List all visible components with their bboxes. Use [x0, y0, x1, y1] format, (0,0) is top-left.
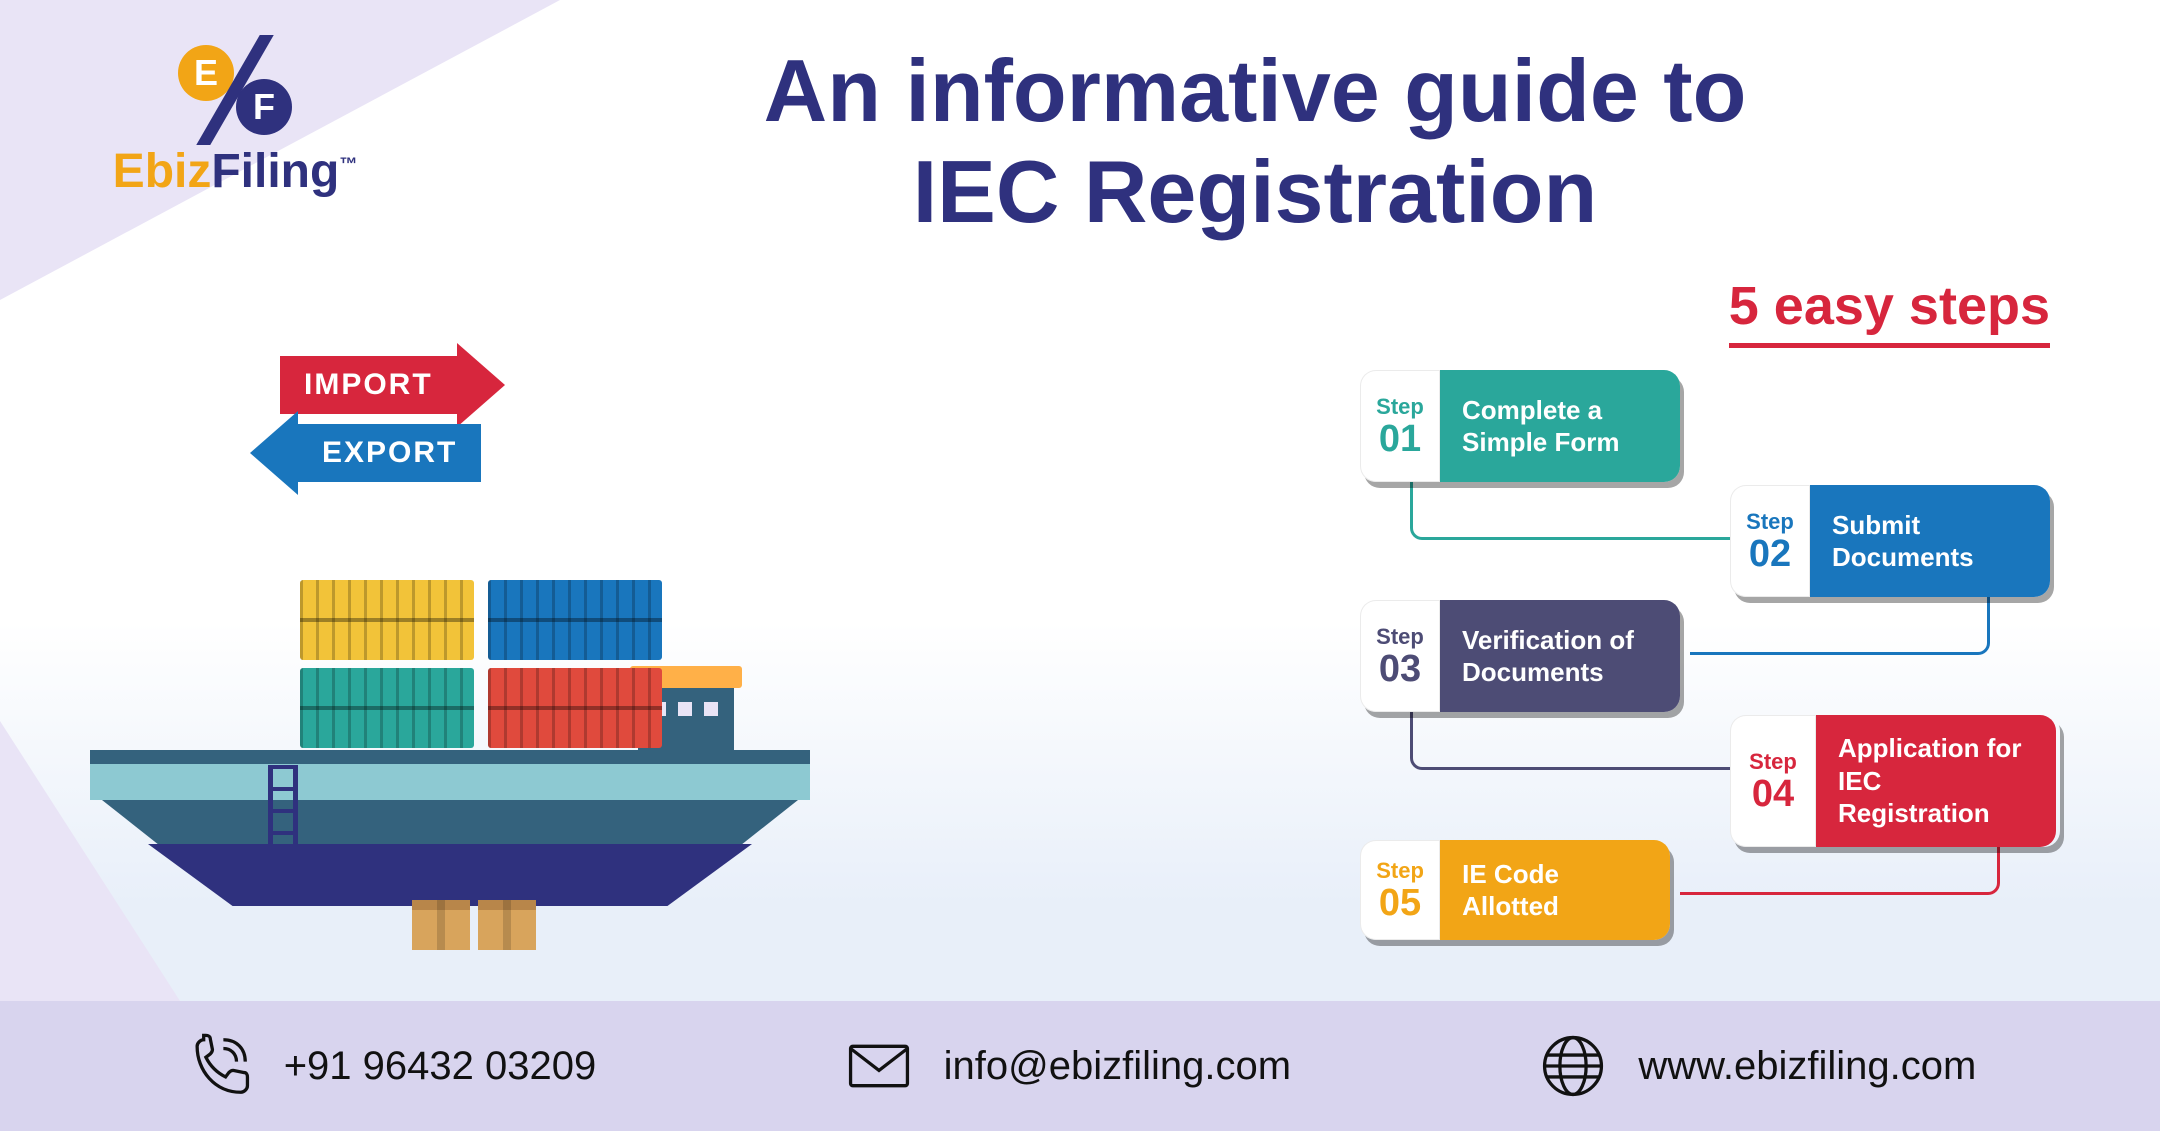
footer-web-text: www.ebizfiling.com [1638, 1044, 1976, 1089]
footer-web: www.ebizfiling.com [1538, 1031, 1976, 1101]
step-card-01: Step01Complete a Simple Form [1360, 370, 1680, 482]
phone-icon [184, 1031, 254, 1101]
step-tag: Step05 [1360, 840, 1440, 940]
step-tag-number: 01 [1379, 420, 1421, 458]
import-export-arrows: IMPORT EXPORT [280, 356, 505, 492]
export-label: EXPORT [298, 424, 481, 482]
ship-containers [300, 580, 662, 748]
step-tag-number: 04 [1752, 775, 1794, 813]
step-text: IE Code Allotted [1440, 840, 1670, 940]
step-text: Complete a Simple Form [1440, 370, 1680, 482]
step-tag-label: Step [1746, 509, 1794, 535]
container-stack-right [488, 580, 662, 748]
ship-band1 [90, 764, 810, 800]
cargo-box-icon [412, 900, 470, 950]
step-tag-label: Step [1376, 858, 1424, 884]
title-line2: IEC Registration [430, 141, 2080, 242]
step-tag-label: Step [1749, 749, 1797, 775]
logo-text: EbizFiling™ [85, 144, 385, 199]
logo-f-circle: F [236, 79, 292, 135]
import-arrow-head [457, 343, 505, 427]
step-connector [1410, 712, 1730, 770]
footer: +91 96432 03209 info@ebizfiling.com www.… [0, 1001, 2160, 1131]
ship-illustration [90, 540, 810, 940]
steps-heading: 5 easy steps [1729, 275, 2050, 348]
steps-flow: Step01Complete a Simple FormStep02Submit… [1350, 370, 2070, 950]
step-connector [1680, 847, 2000, 895]
import-label: IMPORT [280, 356, 457, 414]
ship-window-icon [678, 702, 692, 716]
container-icon [300, 580, 474, 660]
container-icon [488, 668, 662, 748]
logo-mark: E F [85, 40, 385, 140]
step-tag-number: 03 [1379, 650, 1421, 688]
export-arrow-head [250, 411, 298, 495]
step-text: Application for IEC Registration [1816, 715, 2056, 847]
ship-window-icon [704, 702, 718, 716]
globe-icon [1538, 1031, 1608, 1101]
import-arrow: IMPORT [280, 356, 505, 414]
step-tag: Step03 [1360, 600, 1440, 712]
step-tag: Step02 [1730, 485, 1810, 597]
title-line1: An informative guide to [430, 40, 2080, 141]
ship-deck [90, 750, 810, 764]
logo-text-accent: Ebiz [113, 145, 212, 198]
ship-band2 [102, 800, 798, 844]
step-tag-number: 02 [1749, 535, 1791, 573]
step-card-05: Step05IE Code Allotted [1360, 840, 1670, 940]
step-connector [1690, 597, 1990, 655]
export-arrow: EXPORT [250, 424, 505, 482]
step-tag: Step01 [1360, 370, 1440, 482]
mail-icon [844, 1031, 914, 1101]
step-connector [1410, 482, 1730, 540]
footer-phone: +91 96432 03209 [184, 1031, 597, 1101]
container-icon [488, 580, 662, 660]
ship-hull [148, 844, 752, 906]
logo: E F EbizFiling™ [85, 40, 385, 199]
step-tag-label: Step [1376, 394, 1424, 420]
footer-email-text: info@ebizfiling.com [944, 1044, 1291, 1089]
logo-text-rest: Filing [211, 145, 339, 198]
step-card-03: Step03Verification of Documents [1360, 600, 1680, 712]
page-title: An informative guide to IEC Registration [430, 40, 2080, 242]
step-tag-number: 05 [1379, 884, 1421, 922]
step-card-02: Step02Submit Documents [1730, 485, 2050, 597]
step-text: Submit Documents [1810, 485, 2050, 597]
footer-email: info@ebizfiling.com [844, 1031, 1291, 1101]
footer-phone-text: +91 96432 03209 [284, 1044, 597, 1089]
ship-ladder-icon [268, 765, 298, 903]
cargo-boxes [412, 900, 536, 950]
logo-tm: ™ [339, 154, 357, 174]
container-icon [300, 668, 474, 748]
cargo-box-icon [478, 900, 536, 950]
step-text: Verification of Documents [1440, 600, 1680, 712]
step-tag-label: Step [1376, 624, 1424, 650]
container-stack-left [300, 580, 474, 748]
step-card-04: Step04Application for IEC Registration [1730, 715, 2060, 847]
step-tag: Step04 [1730, 715, 1816, 847]
